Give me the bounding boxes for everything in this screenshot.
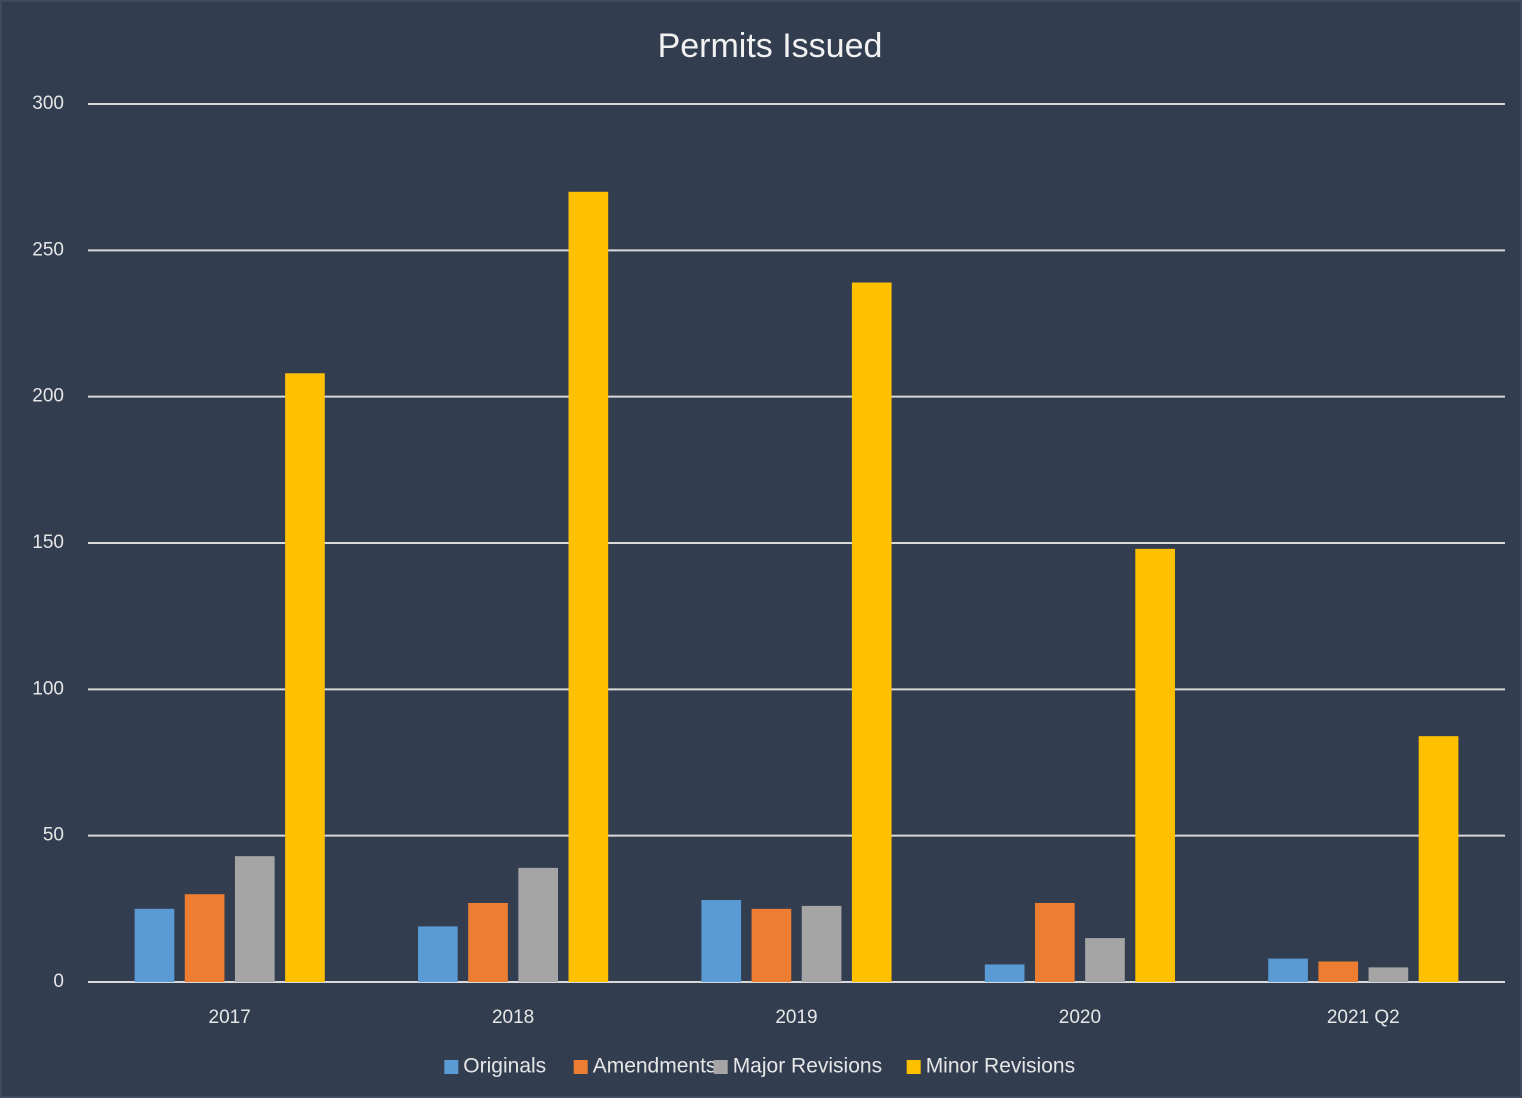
x-tick-label: 2017: [209, 1007, 251, 1028]
bar: [1034, 902, 1075, 982]
y-tick-label: 300: [32, 93, 64, 114]
x-tick-label: 2020: [1059, 1007, 1101, 1028]
bar: [1318, 961, 1359, 982]
y-tick-label: 0: [53, 971, 64, 992]
bar: [518, 867, 559, 982]
bar: [184, 894, 225, 982]
bar: [418, 926, 458, 982]
y-tick-label: 150: [32, 532, 64, 553]
legend-label: Major Revisions: [733, 1055, 882, 1078]
bar: [134, 908, 175, 982]
legend-swatch: [713, 1060, 728, 1074]
bar: [1418, 736, 1459, 982]
bar: [984, 964, 1025, 982]
bar: [568, 191, 609, 983]
y-tick-label: 50: [43, 825, 64, 846]
bar: [1268, 958, 1308, 982]
bar: [285, 373, 325, 983]
bar: [751, 908, 792, 982]
legend-label: Originals: [463, 1055, 546, 1078]
y-tick-label: 200: [32, 386, 64, 407]
x-tick-label: 2021 Q2: [1327, 1007, 1400, 1028]
legend-label: Amendments: [593, 1055, 717, 1078]
legend-swatch: [906, 1060, 921, 1074]
bar: [234, 856, 275, 982]
bar: [1085, 938, 1125, 982]
y-tick-label: 250: [32, 239, 64, 260]
bar: [468, 902, 508, 982]
legend-swatch: [444, 1060, 459, 1074]
legend-label: Minor Revisions: [926, 1055, 1075, 1078]
bar: [801, 905, 842, 982]
bar: [1135, 548, 1175, 982]
bar: [1368, 967, 1409, 982]
legend-swatch: [573, 1060, 588, 1074]
y-tick-label: 100: [32, 678, 64, 699]
bar: [851, 282, 892, 982]
x-tick-label: 2018: [492, 1007, 534, 1028]
x-tick-label: 2019: [775, 1007, 817, 1028]
chart-title: Permits Issued: [658, 27, 883, 65]
bar: [701, 900, 742, 982]
